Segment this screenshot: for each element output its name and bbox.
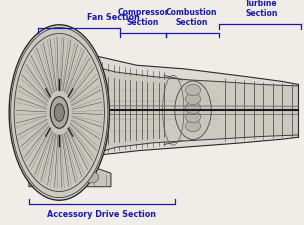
Text: Turbine
Section: Turbine Section (245, 0, 278, 18)
Ellipse shape (50, 172, 65, 183)
Ellipse shape (50, 97, 68, 128)
Ellipse shape (185, 84, 201, 96)
Ellipse shape (84, 172, 99, 183)
Ellipse shape (14, 34, 105, 191)
Ellipse shape (175, 81, 211, 140)
Ellipse shape (67, 172, 82, 183)
Ellipse shape (185, 93, 201, 105)
Text: Compressor
Section: Compressor Section (117, 8, 169, 27)
Ellipse shape (185, 120, 201, 132)
Polygon shape (56, 32, 298, 193)
Text: Accessory Drive Section: Accessory Drive Section (47, 210, 156, 219)
Text: Combustion
Section: Combustion Section (166, 8, 217, 27)
Ellipse shape (54, 104, 64, 121)
Ellipse shape (9, 25, 109, 200)
Polygon shape (81, 63, 298, 158)
Ellipse shape (35, 171, 50, 182)
Ellipse shape (185, 102, 201, 114)
Text: Fan Section: Fan Section (87, 14, 140, 22)
Ellipse shape (185, 111, 201, 123)
Polygon shape (29, 164, 111, 187)
Ellipse shape (11, 27, 108, 198)
